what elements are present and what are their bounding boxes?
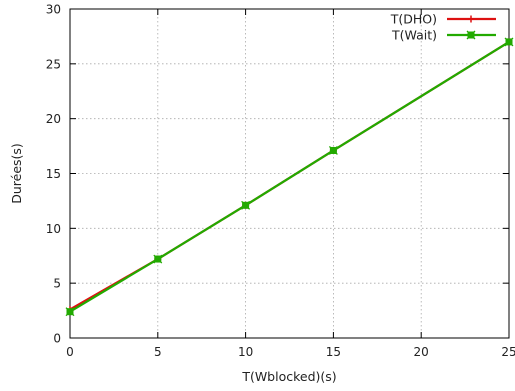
x-tick-label: 25 xyxy=(501,345,515,359)
data-point-marker xyxy=(241,200,251,210)
x-tick-label: 15 xyxy=(326,345,341,359)
y-tick-label: 25 xyxy=(46,57,61,71)
data-point-marker xyxy=(504,37,514,47)
legend-label: T(Wait) xyxy=(391,28,437,43)
y-tick-label: 20 xyxy=(46,112,61,126)
legend-label: T(DHO) xyxy=(390,12,437,27)
x-tick-label: 5 xyxy=(154,345,162,359)
data-point-marker xyxy=(466,30,476,40)
data-point-marker xyxy=(65,307,75,317)
data-point-marker xyxy=(328,146,338,155)
data-point-marker xyxy=(467,15,475,23)
y-tick-label: 5 xyxy=(53,277,61,291)
x-tick-label: 0 xyxy=(66,345,74,359)
y-tick-label: 15 xyxy=(46,167,61,181)
series-layer xyxy=(65,37,514,317)
series-1 xyxy=(65,37,514,317)
y-tick-label: 0 xyxy=(53,332,61,346)
axis-ticks: 0 5 10 15 20 25 0 5 10 15 20 25 30 xyxy=(46,3,515,360)
y-tick-label: 10 xyxy=(46,222,61,236)
y-tick-label: 30 xyxy=(46,3,61,17)
data-point-marker xyxy=(153,254,163,264)
series-line xyxy=(69,40,510,313)
legend: T(DHO)T(Wait) xyxy=(390,12,496,43)
series-0 xyxy=(66,38,513,313)
x-axis-title: T(Wblocked)(s) xyxy=(241,369,336,384)
x-tick-label: 20 xyxy=(414,345,429,359)
grid xyxy=(70,9,509,338)
x-tick-label: 10 xyxy=(238,345,253,359)
y-axis-title: Durées(s) xyxy=(9,143,24,204)
